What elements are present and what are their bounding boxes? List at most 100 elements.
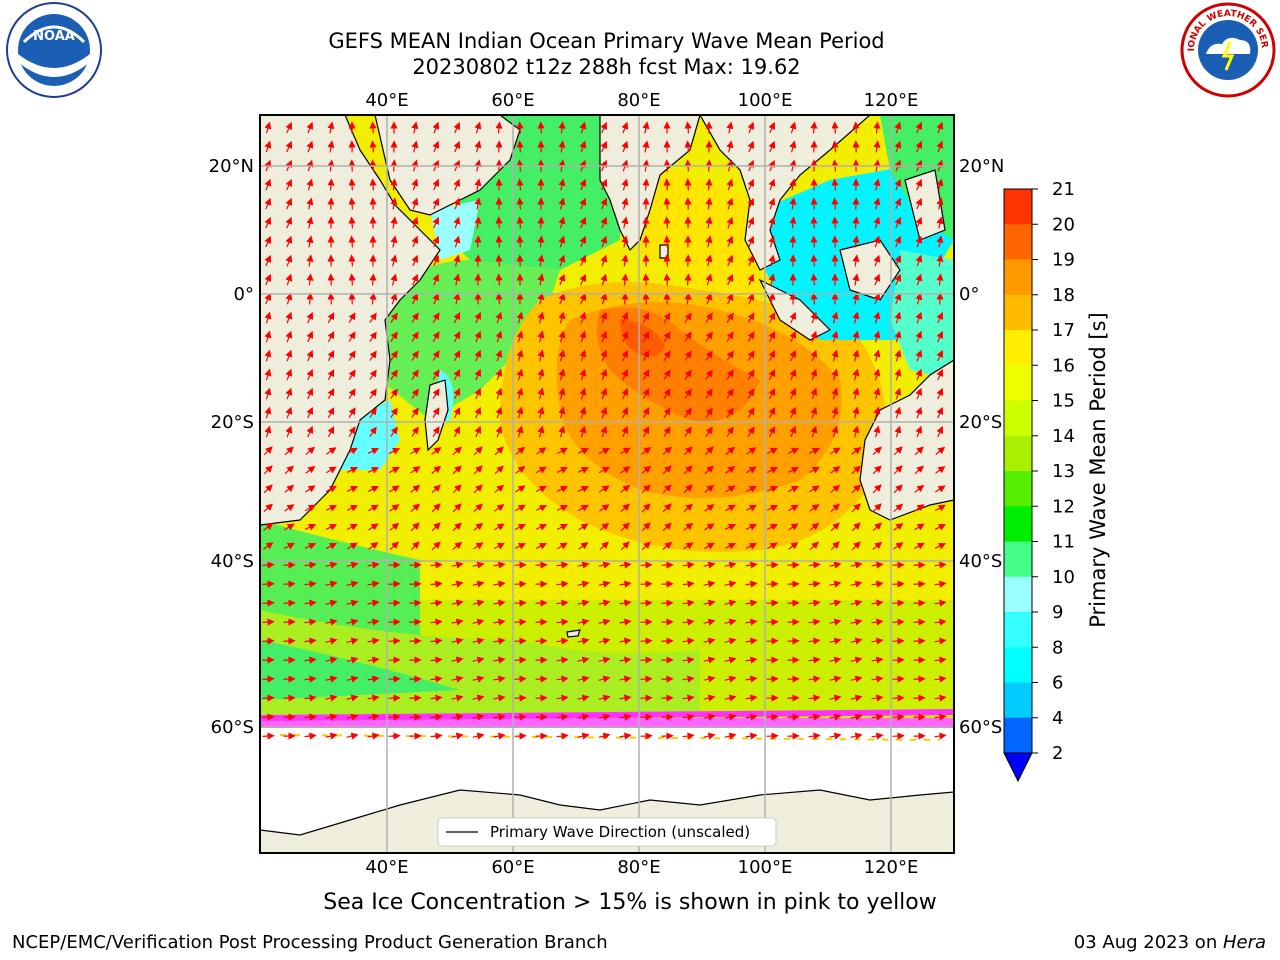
- wave-arrow: [810, 235, 818, 248]
- wave-arrow: [390, 197, 398, 210]
- wave-arrow: [306, 197, 314, 210]
- wave-arrow: [388, 732, 401, 740]
- wave-arrow: [768, 350, 776, 362]
- wave-arrow: [306, 254, 314, 267]
- wave-arrow: [747, 312, 755, 324]
- wave-arrow: [619, 618, 632, 626]
- wave-arrow: [768, 292, 776, 305]
- nws-logo: NATIONAL WEATHER SERVICE: [1180, 2, 1276, 98]
- wave-arrow: [432, 216, 440, 229]
- wave-arrow: [766, 694, 779, 702]
- wave-arrow: [745, 485, 757, 493]
- wave-arrow: [367, 675, 380, 683]
- wave-arrow: [369, 273, 377, 286]
- wave-arrow: [389, 541, 399, 551]
- wave-arrow: [262, 580, 275, 588]
- wave-arrow: [516, 197, 524, 210]
- wave-arrow: [768, 407, 776, 419]
- wave-arrow: [851, 484, 861, 494]
- wave-arrow: [724, 599, 737, 607]
- colorbar-segment: [1004, 541, 1032, 578]
- wave-arrow: [432, 407, 440, 419]
- wave-arrow: [704, 504, 715, 512]
- colorbar-tick-label: 17: [1052, 320, 1075, 341]
- wave-arrow: [388, 447, 401, 455]
- colorbar-tick-label: 21: [1052, 179, 1075, 200]
- wave-arrow: [873, 292, 881, 305]
- wave-arrow: [493, 580, 506, 588]
- lon-tick-top: 80°E: [617, 90, 660, 111]
- wave-arrow: [558, 425, 566, 438]
- wave-arrow: [556, 466, 569, 474]
- wave-arrow: [411, 254, 419, 267]
- wave-arrow: [894, 425, 902, 438]
- wave-arrow: [514, 675, 527, 683]
- wave-arrow: [641, 484, 651, 494]
- wave-arrow: [495, 235, 503, 248]
- wave-arrow: [808, 618, 821, 626]
- wave-arrow: [871, 599, 884, 607]
- lat-tick-right: 60°S: [959, 717, 1002, 738]
- wave-arrow: [493, 618, 506, 626]
- wave-arrow: [808, 732, 821, 740]
- lon-tick-bottom: 40°E: [365, 857, 408, 878]
- wave-arrow: [598, 599, 611, 607]
- wave-arrow: [892, 561, 905, 569]
- wave-arrow: [348, 350, 356, 361]
- wave-arrow: [663, 178, 671, 191]
- wave-arrow: [432, 273, 440, 286]
- wave-arrow: [852, 292, 860, 305]
- wave-arrow: [893, 484, 903, 494]
- wave-arrow: [830, 484, 841, 493]
- svg-text:NOAA: NOAA: [33, 29, 75, 44]
- wave-arrow: [348, 178, 356, 191]
- wave-arrow: [894, 311, 902, 324]
- wave-arrow: [663, 388, 671, 399]
- wave-arrow: [453, 178, 461, 191]
- wave-arrow: [873, 197, 881, 210]
- wave-arrow: [474, 406, 482, 419]
- wave-arrow: [263, 484, 273, 494]
- wave-arrow: [621, 216, 629, 229]
- wave-arrow: [914, 446, 924, 456]
- wave-arrow: [831, 178, 839, 191]
- wave-arrow: [620, 541, 630, 551]
- wave-arrow: [934, 637, 947, 645]
- colorbar-tick-label: 2: [1052, 743, 1063, 764]
- wave-arrow: [304, 732, 317, 740]
- wave-arrow: [640, 561, 653, 569]
- wave-arrow: [432, 388, 440, 400]
- wave-arrow: [640, 637, 653, 645]
- wave-arrow: [327, 121, 335, 134]
- wave-arrow: [453, 331, 461, 343]
- wave-arrow: [683, 484, 693, 494]
- wave-arrow: [474, 178, 482, 191]
- wave-arrow: [724, 523, 736, 531]
- colorbar-segment: [1004, 506, 1032, 542]
- wave-arrow: [724, 618, 737, 626]
- colorbar-tick-label: 6: [1052, 673, 1063, 694]
- wave-arrow: [915, 197, 923, 210]
- wave-arrow: [810, 273, 818, 286]
- wave-arrow: [872, 484, 882, 494]
- wave-arrow: [264, 425, 272, 438]
- wave-arrow: [558, 330, 566, 343]
- wave-arrow: [473, 484, 483, 494]
- wave-arrow: [663, 216, 671, 229]
- wave-arrow: [641, 503, 651, 513]
- wave-arrow: [851, 522, 861, 532]
- wave-arrow: [829, 637, 842, 645]
- wave-arrow: [915, 349, 923, 362]
- wave-arrow: [348, 273, 356, 286]
- wave-arrow: [285, 406, 293, 419]
- wave-arrow: [493, 675, 506, 683]
- wave-arrow: [304, 713, 317, 721]
- wave-arrow: [305, 485, 316, 493]
- wave-arrow: [640, 675, 653, 683]
- wave-arrow: [453, 273, 461, 286]
- wave-arrow: [453, 350, 461, 362]
- wave-arrow: [494, 446, 504, 456]
- wave-arrow: [703, 732, 716, 740]
- wave-arrow: [831, 406, 839, 419]
- wave-arrow: [642, 292, 650, 305]
